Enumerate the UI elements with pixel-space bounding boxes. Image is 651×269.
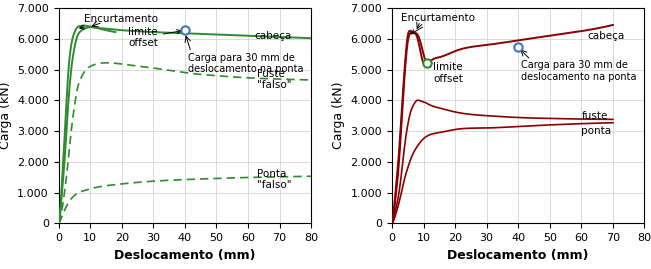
X-axis label: Deslocamento (mm): Deslocamento (mm) xyxy=(447,249,589,261)
X-axis label: Deslocamento (mm): Deslocamento (mm) xyxy=(114,249,256,261)
Text: Fuste
"falso": Fuste "falso" xyxy=(257,69,292,90)
Y-axis label: Carga (kN): Carga (kN) xyxy=(0,82,12,149)
Text: ponta: ponta xyxy=(581,126,611,136)
Text: Carga para 30 mm de
deslocamento na ponta: Carga para 30 mm de deslocamento na pont… xyxy=(188,53,303,74)
Text: limite
offset: limite offset xyxy=(428,62,463,84)
Text: limite
offset: limite offset xyxy=(128,27,181,48)
Text: Encurtamento: Encurtamento xyxy=(402,13,475,34)
Text: Carga para 30 mm de
deslocamento na ponta: Carga para 30 mm de deslocamento na pont… xyxy=(521,60,637,82)
Text: cabeça: cabeça xyxy=(255,31,292,41)
Text: fuste: fuste xyxy=(581,111,608,121)
Text: Encurtamento: Encurtamento xyxy=(79,14,158,29)
Text: cabeça: cabeça xyxy=(588,31,625,41)
Y-axis label: Carga (kN): Carga (kN) xyxy=(332,82,345,149)
Text: Ponta
"falso": Ponta "falso" xyxy=(257,168,292,190)
